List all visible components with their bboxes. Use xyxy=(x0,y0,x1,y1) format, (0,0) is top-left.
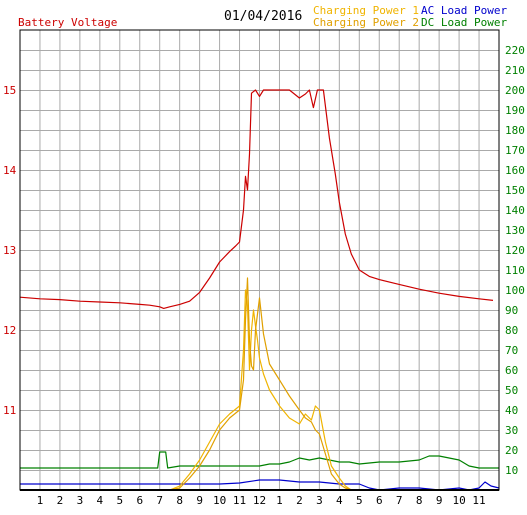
y-left-tick-label: 11 xyxy=(3,404,16,417)
x-tick-label: 3 xyxy=(316,494,323,507)
x-tick-label: 7 xyxy=(396,494,403,507)
y-right-tick-label: 100 xyxy=(505,284,525,297)
left-axis-title: Battery Voltage xyxy=(18,16,118,29)
series-line-battery-voltage xyxy=(19,89,494,309)
x-tick-label: 9 xyxy=(196,494,203,507)
x-tick-label: 7 xyxy=(156,494,163,507)
axes-layer: 1112131415102030405060708090100110120130… xyxy=(3,44,525,507)
x-tick-label: 6 xyxy=(376,494,383,507)
y-right-tick-label: 70 xyxy=(505,344,518,357)
y-right-tick-label: 200 xyxy=(505,84,525,97)
y-right-tick-label: 160 xyxy=(505,164,525,177)
y-right-tick-label: 180 xyxy=(505,124,525,137)
x-tick-label: 8 xyxy=(416,494,423,507)
legend-charging-power-2: Charging Power 2 xyxy=(313,16,419,29)
y-right-tick-label: 30 xyxy=(505,424,518,437)
y-left-tick-label: 15 xyxy=(3,84,16,97)
y-right-tick-label: 40 xyxy=(505,404,518,417)
legend-ac-load-power: AC Load Power xyxy=(421,4,508,17)
y-right-tick-label: 120 xyxy=(505,244,525,257)
x-tick-label: 2 xyxy=(57,494,64,507)
x-tick-label: 10 xyxy=(452,494,465,507)
plot-frame xyxy=(19,29,500,491)
y-right-tick-label: 130 xyxy=(505,224,525,237)
x-tick-label: 12 xyxy=(253,494,266,507)
x-tick-label: 5 xyxy=(356,494,363,507)
legend-charging-power-1: Charging Power 1 xyxy=(313,4,419,17)
y-left-tick-label: 13 xyxy=(3,244,16,257)
series-line-dc-load-power xyxy=(20,451,499,469)
x-tick-label: 5 xyxy=(116,494,123,507)
x-tick-label: 2 xyxy=(296,494,303,507)
chart-date: 01/04/2016 xyxy=(224,9,303,24)
y-right-tick-label: 210 xyxy=(505,64,525,77)
x-tick-label: 9 xyxy=(436,494,443,507)
series-line-charging-power-2 xyxy=(20,277,499,491)
x-tick-label: 10 xyxy=(213,494,226,507)
x-tick-label: 11 xyxy=(233,494,246,507)
y-right-tick-label: 110 xyxy=(505,264,525,277)
x-tick-label: 8 xyxy=(176,494,183,507)
y-right-tick-label: 50 xyxy=(505,384,518,397)
y-left-tick-label: 14 xyxy=(3,164,17,177)
y-right-tick-label: 90 xyxy=(505,304,518,317)
legend-dc-load-power: DC Load Power xyxy=(421,16,508,29)
y-right-tick-label: 20 xyxy=(505,444,518,457)
y-right-tick-label: 170 xyxy=(505,144,525,157)
x-tick-label: 1 xyxy=(276,494,283,507)
y-right-tick-label: 190 xyxy=(505,104,525,117)
x-tick-label: 3 xyxy=(77,494,84,507)
x-tick-label: 11 xyxy=(472,494,485,507)
y-right-tick-label: 10 xyxy=(505,464,518,477)
y-right-tick-label: 140 xyxy=(505,204,525,217)
x-tick-label: 4 xyxy=(336,494,343,507)
y-left-tick-label: 12 xyxy=(3,324,16,337)
y-right-tick-label: 80 xyxy=(505,324,518,337)
x-tick-label: 1 xyxy=(37,494,44,507)
x-tick-label: 6 xyxy=(136,494,143,507)
series-line-charging-power-1 xyxy=(20,289,499,491)
y-right-tick-label: 220 xyxy=(505,44,525,57)
y-right-tick-label: 150 xyxy=(505,184,525,197)
x-tick-label: 4 xyxy=(97,494,104,507)
grid-lines xyxy=(20,30,499,490)
y-right-tick-label: 60 xyxy=(505,364,518,377)
